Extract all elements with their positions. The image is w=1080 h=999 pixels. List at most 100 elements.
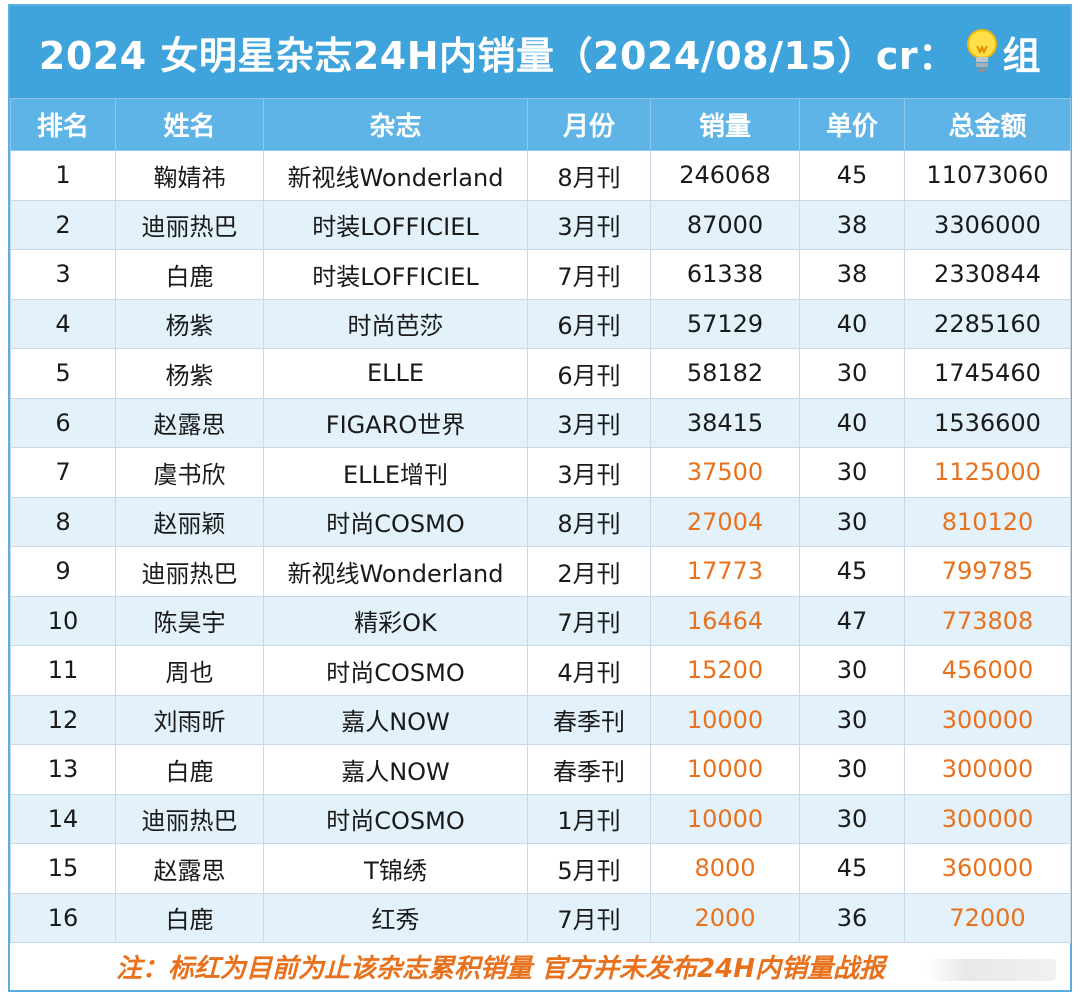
cell-rank: 4 xyxy=(10,298,116,349)
cell-name: 刘雨昕 xyxy=(115,694,264,745)
cell-price: 40 xyxy=(799,397,905,448)
cell-month: 1月刊 xyxy=(527,793,651,844)
table-row: 8 赵丽颖 时尚COSMO 8月刊 27004 30 810120 xyxy=(10,496,1071,547)
table-row: 6 赵露思 FIGARO世界 3月刊 38415 40 1536600 xyxy=(10,397,1071,448)
cell-total: 456000 xyxy=(904,645,1071,696)
cell-name: 赵露思 xyxy=(115,397,264,448)
cell-name: 白鹿 xyxy=(115,744,264,795)
cell-rank: 14 xyxy=(10,793,116,844)
cell-sales: 15200 xyxy=(650,645,800,696)
cell-price: 30 xyxy=(799,694,905,745)
cell-rank: 15 xyxy=(10,843,116,894)
cell-magazine: 红秀 xyxy=(263,892,528,943)
table-row: 12 刘雨昕 嘉人NOW 春季刊 10000 30 300000 xyxy=(10,694,1071,745)
cell-rank: 3 xyxy=(10,249,116,300)
cell-price: 30 xyxy=(799,793,905,844)
footnote: 注：标红为目前为止该杂志累积销量 官方并未发布24H内销量战报 xyxy=(10,943,1070,990)
cell-sales: 57129 xyxy=(650,298,800,349)
cell-price: 45 xyxy=(799,843,905,894)
cell-magazine: 新视线Wonderland xyxy=(263,150,528,201)
cell-price: 30 xyxy=(799,447,905,498)
cell-name: 杨紫 xyxy=(115,298,264,349)
cell-price: 40 xyxy=(799,298,905,349)
cell-rank: 10 xyxy=(10,595,116,646)
cell-month: 3月刊 xyxy=(527,447,651,498)
cell-rank: 12 xyxy=(10,694,116,745)
cell-month: 5月刊 xyxy=(527,843,651,894)
cell-price: 38 xyxy=(799,199,905,250)
table-row: 11 周也 时尚COSMO 4月刊 15200 30 456000 xyxy=(10,645,1071,696)
cell-sales: 58182 xyxy=(650,348,800,399)
cell-name: 白鹿 xyxy=(115,892,264,943)
table-body: 1 鞠婧祎 新视线Wonderland 8月刊 246068 45 11073060 2 迪丽热… xyxy=(10,150,1071,943)
cell-name: 迪丽热巴 xyxy=(115,199,264,250)
column-header-month: 月份 xyxy=(527,98,651,151)
cell-sales: 10000 xyxy=(650,744,800,795)
cell-magazine: 精彩OK xyxy=(263,595,528,646)
table-row: 7 虞书欣 ELLE增刊 3月刊 37500 30 1125000 xyxy=(10,447,1071,498)
cell-magazine: FIGARO世界 xyxy=(263,397,528,448)
cell-rank: 9 xyxy=(10,546,116,597)
cell-sales: 10000 xyxy=(650,793,800,844)
table-row: 13 白鹿 嘉人NOW 春季刊 10000 30 300000 xyxy=(10,744,1071,795)
sales-table-card: 2024 女明星杂志24H内销量（2024/08/15）cr： 组 排名 姓名 … xyxy=(8,4,1072,992)
cell-name: 白鹿 xyxy=(115,249,264,300)
cell-month: 8月刊 xyxy=(527,496,651,547)
cell-price: 30 xyxy=(799,645,905,696)
cell-month: 4月刊 xyxy=(527,645,651,696)
cell-magazine: 嘉人NOW xyxy=(263,744,528,795)
cell-month: 春季刊 xyxy=(527,694,651,745)
table-row: 3 白鹿 时装LOFFICIEL 7月刊 61338 38 2330844 xyxy=(10,249,1071,300)
cell-sales: 61338 xyxy=(650,249,800,300)
table-row: 1 鞠婧祎 新视线Wonderland 8月刊 246068 45 11073060 xyxy=(10,150,1071,201)
sales-table: 排名 姓名 杂志 月份 销量 单价 总金额 1 鞠婧祎 新视线Wonderland 8… xyxy=(10,98,1071,943)
cell-price: 30 xyxy=(799,496,905,547)
cell-name: 虞书欣 xyxy=(115,447,264,498)
cell-month: 春季刊 xyxy=(527,744,651,795)
cell-magazine: 时尚COSMO xyxy=(263,793,528,844)
cell-month: 7月刊 xyxy=(527,892,651,943)
cell-month: 8月刊 xyxy=(527,150,651,201)
cell-total: 2330844 xyxy=(904,249,1071,300)
table-row: 10 陈昊宇 精彩OK 7月刊 16464 47 773808 xyxy=(10,595,1071,646)
cell-name: 陈昊宇 xyxy=(115,595,264,646)
cell-name: 赵丽颖 xyxy=(115,496,264,547)
column-header-name: 姓名 xyxy=(115,98,264,151)
cell-rank: 6 xyxy=(10,397,116,448)
cell-total: 300000 xyxy=(904,744,1071,795)
cell-magazine: 时装LOFFICIEL xyxy=(263,199,528,250)
table-row: 9 迪丽热巴 新视线Wonderland 2月刊 17773 45 799785 xyxy=(10,546,1071,597)
cell-magazine: 时尚芭莎 xyxy=(263,298,528,349)
title-bar: 2024 女明星杂志24H内销量（2024/08/15）cr： 组 xyxy=(10,6,1070,98)
cell-total: 72000 xyxy=(904,892,1071,943)
cell-total: 11073060 xyxy=(904,150,1071,201)
cell-price: 38 xyxy=(799,249,905,300)
table-row: 15 赵露思 T锦绣 5月刊 8000 45 360000 xyxy=(10,843,1071,894)
watermark-blur xyxy=(926,959,1056,981)
cell-rank: 7 xyxy=(10,447,116,498)
cell-price: 36 xyxy=(799,892,905,943)
column-header-price: 单价 xyxy=(799,98,905,151)
page-title: 2024 女明星杂志24H内销量（2024/08/15）cr： xyxy=(38,33,957,78)
cell-month: 6月刊 xyxy=(527,298,651,349)
cell-name: 迪丽热巴 xyxy=(115,546,264,597)
cell-total: 773808 xyxy=(904,595,1071,646)
cell-magazine: 新视线Wonderland xyxy=(263,546,528,597)
column-header-total: 总金额 xyxy=(904,98,1071,151)
cell-magazine: 时装LOFFICIEL xyxy=(263,249,528,300)
cell-sales: 87000 xyxy=(650,199,800,250)
cell-total: 1745460 xyxy=(904,348,1071,399)
cell-total: 360000 xyxy=(904,843,1071,894)
light-bulb-icon xyxy=(966,29,997,72)
cell-price: 47 xyxy=(799,595,905,646)
cell-magazine: 时尚COSMO xyxy=(263,645,528,696)
table-row: 2 迪丽热巴 时装LOFFICIEL 3月刊 87000 38 3306000 xyxy=(10,199,1071,250)
cell-rank: 13 xyxy=(10,744,116,795)
column-header-magazine: 杂志 xyxy=(263,98,528,151)
cell-rank: 5 xyxy=(10,348,116,399)
cell-name: 杨紫 xyxy=(115,348,264,399)
cell-month: 3月刊 xyxy=(527,199,651,250)
cell-total: 2285160 xyxy=(904,298,1071,349)
cell-magazine: ELLE xyxy=(263,348,528,399)
table-row: 4 杨紫 时尚芭莎 6月刊 57129 40 2285160 xyxy=(10,298,1071,349)
